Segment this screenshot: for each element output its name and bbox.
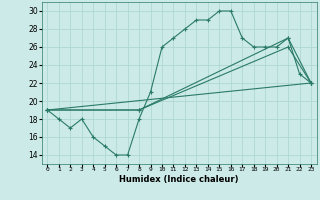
X-axis label: Humidex (Indice chaleur): Humidex (Indice chaleur) [119,175,239,184]
